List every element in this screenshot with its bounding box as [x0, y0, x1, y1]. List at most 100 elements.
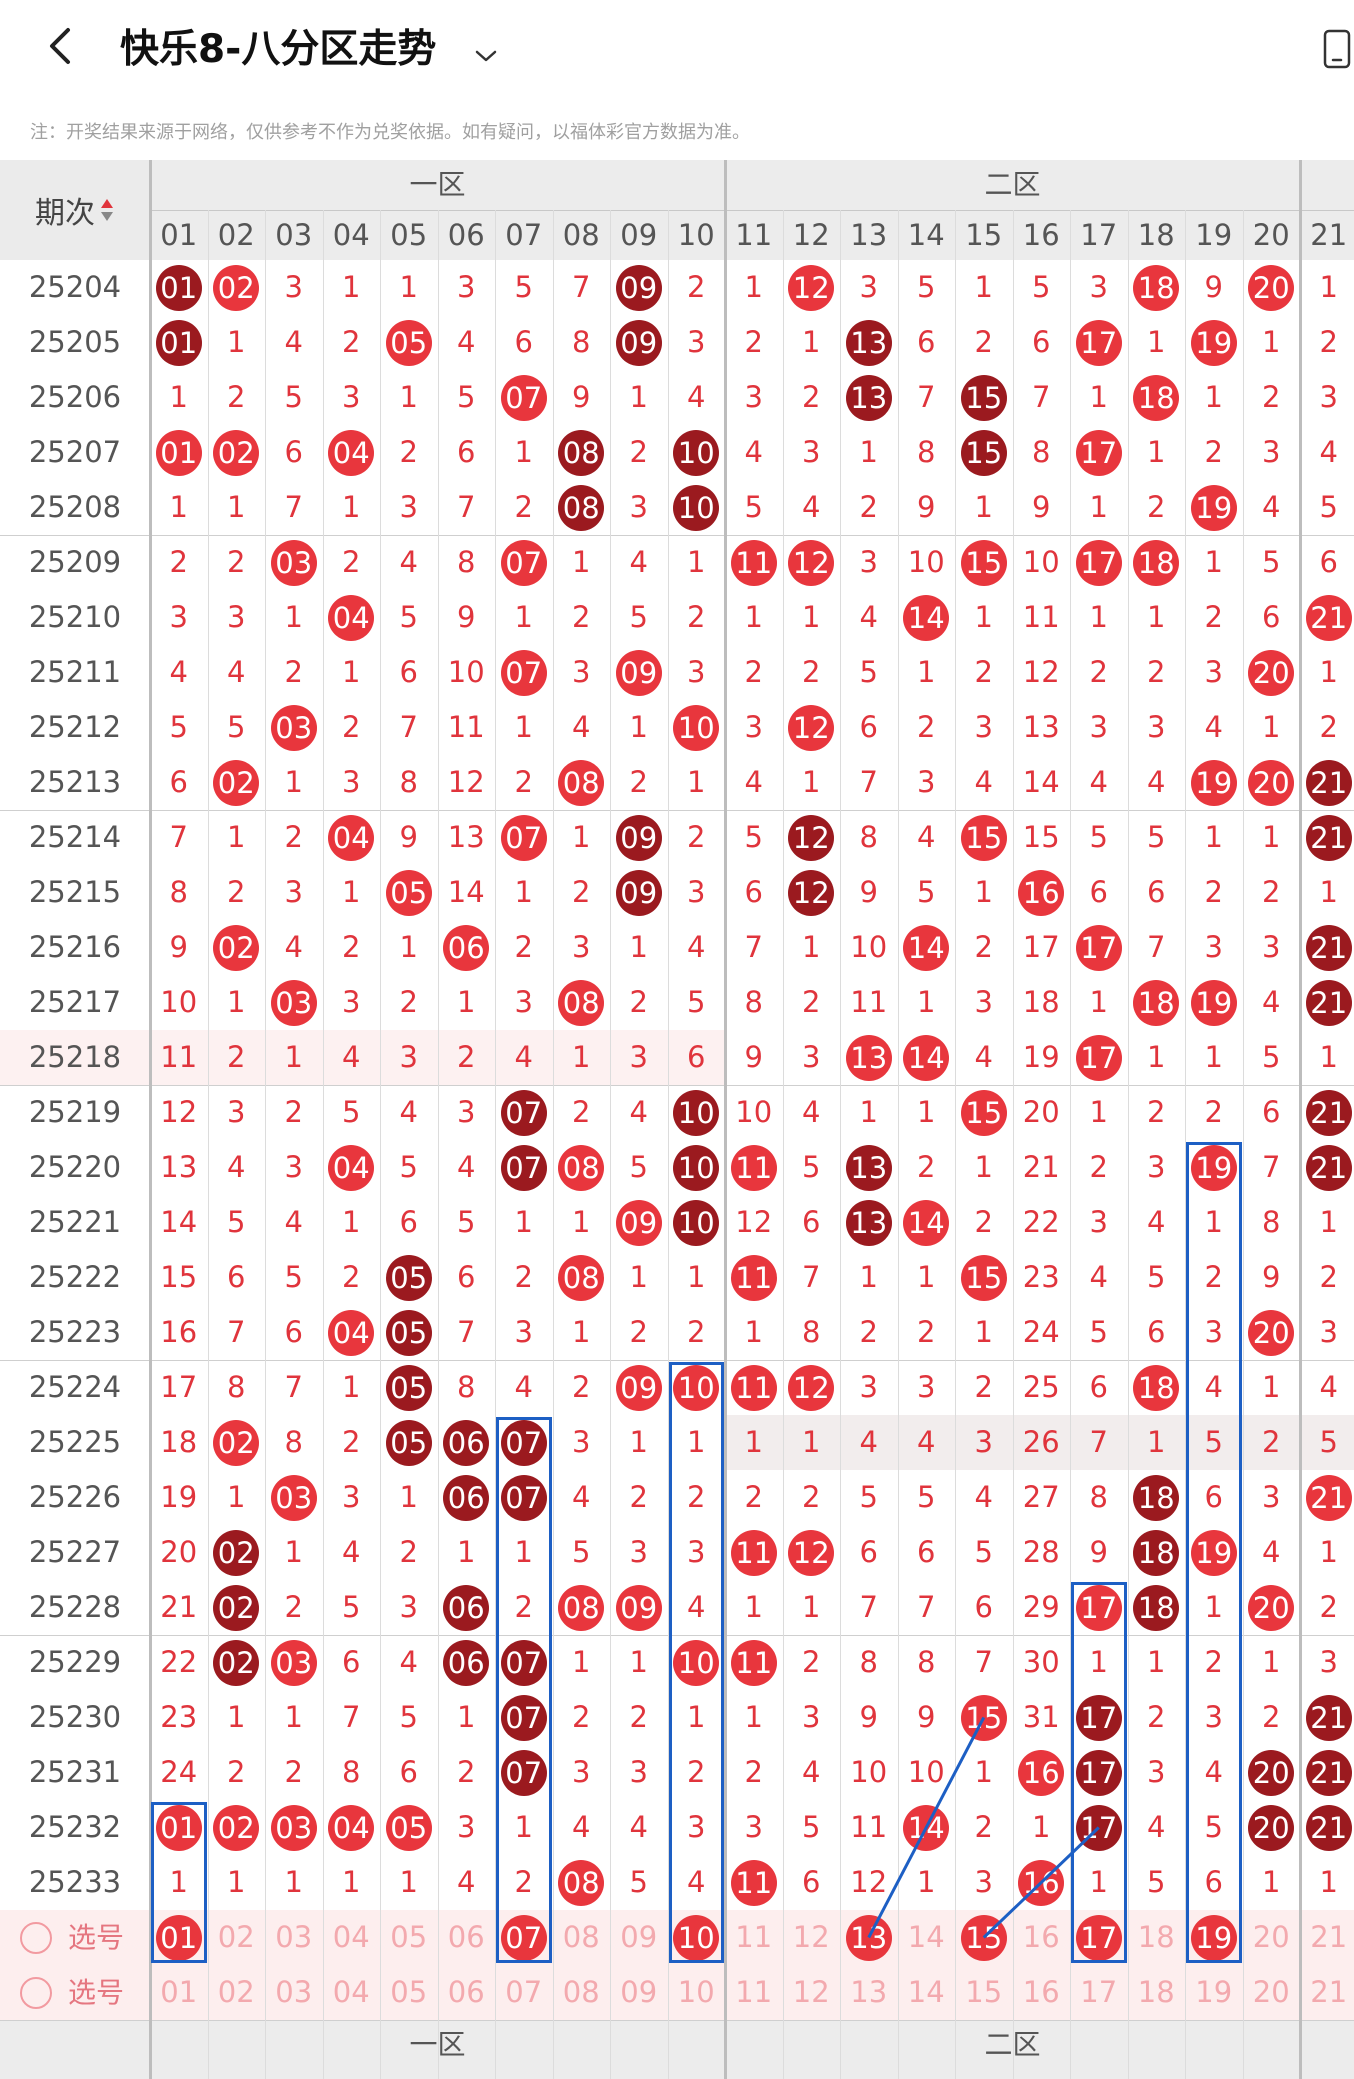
pick-number[interactable]: 05 — [390, 1975, 428, 2009]
title-dropdown[interactable]: 快乐8-八分区走势 — [120, 18, 498, 74]
miss-count: 2 — [227, 1040, 246, 1074]
miss-count: 3 — [342, 985, 361, 1019]
pick-number[interactable]: 10 — [677, 1975, 715, 2009]
pick-number[interactable]: 12 — [792, 1920, 830, 1954]
picked-number-ball[interactable]: 17 — [1075, 1914, 1122, 1961]
issue-number: 25219 — [28, 1095, 122, 1129]
pick-number[interactable]: 04 — [332, 1920, 370, 1954]
drawn-number-streak: 13 — [845, 374, 892, 421]
drawn-number-ball: 12 — [788, 704, 835, 751]
drawn-number-ball: 12 — [788, 539, 835, 586]
phone-icon[interactable] — [1322, 28, 1354, 70]
top-bar: 快乐8-八分区走势 — [0, 0, 1354, 95]
drawn-number-streak: 17 — [1075, 1749, 1122, 1796]
pick-number[interactable]: 16 — [1022, 1975, 1060, 2009]
column-header: 16 — [1022, 218, 1060, 252]
picked-number-ball[interactable]: 10 — [673, 1914, 720, 1961]
picked-number-ball[interactable]: 07 — [500, 1914, 547, 1961]
pick-number[interactable]: 14 — [907, 1975, 945, 2009]
column-header: 19 — [1195, 218, 1233, 252]
miss-count: 14 — [160, 1205, 198, 1239]
pick-row-radio[interactable] — [20, 1977, 52, 2009]
miss-count: 9 — [169, 930, 188, 964]
pick-number[interactable]: 18 — [1137, 1975, 1175, 2009]
drawn-number-streak: 02 — [213, 1639, 260, 1686]
picked-number-ball[interactable]: 15 — [960, 1914, 1007, 1961]
miss-count: 5 — [744, 820, 763, 854]
drawn-number-ball: 13 — [845, 1034, 892, 1081]
sort-issue-button[interactable]: 期次 — [0, 160, 150, 260]
pick-number[interactable]: 21 — [1310, 1920, 1348, 1954]
pick-number[interactable]: 06 — [447, 1920, 485, 1954]
drawn-number-streak: 07 — [500, 1694, 547, 1741]
drawn-number-ball: 08 — [558, 1859, 605, 1906]
miss-count: 5 — [1262, 545, 1281, 579]
miss-count: 2 — [744, 655, 763, 689]
drawn-number-ball: 17 — [1075, 319, 1122, 366]
miss-count: 2 — [227, 380, 246, 414]
miss-count: 2 — [974, 1370, 993, 1404]
pick-number[interactable]: 11 — [735, 1975, 773, 2009]
column-header: 09 — [620, 218, 658, 252]
miss-count: 6 — [227, 1260, 246, 1294]
pick-number[interactable]: 08 — [562, 1975, 600, 2009]
miss-count: 11 — [850, 1810, 888, 1844]
column-divider — [1070, 210, 1071, 2079]
drawn-number-ball: 11 — [730, 1529, 777, 1576]
miss-count: 1 — [227, 985, 246, 1019]
picked-number-ball[interactable]: 13 — [845, 1914, 892, 1961]
pick-number[interactable]: 07 — [505, 1975, 543, 2009]
miss-count: 12 — [447, 765, 485, 799]
pick-number[interactable]: 02 — [217, 1975, 255, 2009]
pick-number[interactable]: 09 — [620, 1975, 658, 2009]
pick-number[interactable]: 02 — [217, 1920, 255, 1954]
pick-number[interactable]: 20 — [1252, 1975, 1290, 2009]
miss-count: 3 — [802, 1040, 821, 1074]
miss-count: 3 — [802, 435, 821, 469]
pick-number[interactable]: 11 — [735, 1920, 773, 1954]
miss-count: 5 — [1089, 820, 1108, 854]
pick-number[interactable]: 08 — [562, 1920, 600, 1954]
drawn-number-ball: 04 — [328, 594, 375, 641]
pick-number[interactable]: 19 — [1195, 1975, 1233, 2009]
pick-number[interactable]: 17 — [1080, 1975, 1118, 2009]
pick-number[interactable]: 20 — [1252, 1920, 1290, 1954]
miss-count: 3 — [572, 1755, 591, 1789]
pick-number[interactable]: 05 — [390, 1920, 428, 1954]
miss-count: 19 — [160, 1480, 198, 1514]
miss-count: 12 — [735, 1205, 773, 1239]
miss-count: 20 — [160, 1535, 198, 1569]
miss-count: 1 — [1147, 435, 1166, 469]
back-button[interactable] — [40, 24, 80, 68]
pick-number[interactable]: 04 — [332, 1975, 370, 2009]
picked-number-ball[interactable]: 19 — [1190, 1914, 1237, 1961]
miss-count: 2 — [342, 1260, 361, 1294]
picked-number-ball[interactable]: 01 — [155, 1914, 202, 1961]
miss-count: 3 — [284, 875, 303, 909]
pick-number[interactable]: 13 — [850, 1975, 888, 2009]
pick-number[interactable]: 16 — [1022, 1920, 1060, 1954]
pick-number[interactable]: 12 — [792, 1975, 830, 2009]
column-header: 01 — [160, 218, 198, 252]
drawn-number-ball: 08 — [558, 1584, 605, 1631]
miss-count: 1 — [1089, 1095, 1108, 1129]
miss-count: 3 — [399, 1040, 418, 1074]
pick-number[interactable]: 03 — [275, 1975, 313, 2009]
pick-number[interactable]: 18 — [1137, 1920, 1175, 1954]
pick-number[interactable]: 09 — [620, 1920, 658, 1954]
miss-count: 7 — [342, 1700, 361, 1734]
pick-number[interactable]: 21 — [1310, 1975, 1348, 2009]
miss-count: 22 — [160, 1645, 198, 1679]
miss-count: 11 — [447, 710, 485, 744]
pick-row-radio[interactable] — [20, 1922, 52, 1954]
miss-count: 1 — [802, 765, 821, 799]
miss-count: 6 — [1032, 325, 1051, 359]
pick-number[interactable]: 14 — [907, 1920, 945, 1954]
pick-number[interactable]: 06 — [447, 1975, 485, 2009]
pick-number[interactable]: 03 — [275, 1920, 313, 1954]
pick-number[interactable]: 15 — [965, 1975, 1003, 2009]
miss-count: 1 — [974, 1315, 993, 1349]
pick-number[interactable]: 01 — [160, 1975, 198, 2009]
miss-count: 10 — [160, 985, 198, 1019]
miss-count: 1 — [342, 875, 361, 909]
